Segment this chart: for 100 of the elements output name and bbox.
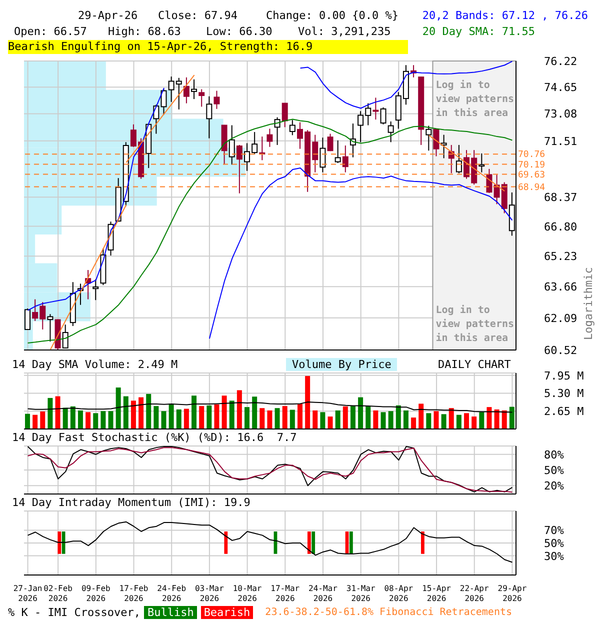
- bar: [486, 407, 492, 429]
- bar: [116, 388, 121, 429]
- bar: [206, 405, 212, 429]
- text: Change: 0.00 {0.0 %}: [266, 8, 398, 24]
- x-tick-label: 02-Feb 2026: [44, 584, 73, 603]
- bar: [70, 406, 76, 429]
- bar: [494, 409, 500, 429]
- y-tick-label: 50%: [544, 464, 564, 477]
- text: Close: 67.94: [158, 8, 238, 24]
- bar: [472, 416, 477, 429]
- bar: [154, 406, 159, 429]
- y-tick-label: 68.37: [544, 191, 578, 204]
- bar: [48, 398, 53, 429]
- candlestick: [456, 144, 462, 174]
- text: Vol: 3,291,235: [298, 24, 391, 40]
- y-tick-label: 70%: [544, 524, 564, 538]
- candlestick: [191, 78, 198, 100]
- bar: [100, 411, 106, 429]
- bar: [396, 405, 401, 429]
- bar: [168, 404, 174, 429]
- legend-title: % K - IMI Crossover,: [8, 606, 140, 618]
- bar: [184, 408, 189, 429]
- candlestick: [282, 102, 288, 128]
- bar: [130, 400, 136, 429]
- y-tick-label: 71.51: [544, 134, 578, 148]
- bar: [358, 397, 364, 429]
- y-tick-label: 20%: [544, 480, 564, 493]
- x-tick-label: 09-Feb 2026: [81, 584, 111, 603]
- bar: [146, 394, 152, 429]
- y-axis-title: Logarithmic: [582, 267, 595, 340]
- candlestick: [388, 120, 394, 143]
- bar: [441, 414, 446, 429]
- bar: [274, 408, 280, 429]
- candlestick: [236, 144, 242, 194]
- x-tick-label: 27-Jan 2026: [13, 584, 42, 603]
- text: 20 Day SMA: 71.55: [422, 24, 536, 40]
- text: DAILY CHART: [438, 358, 511, 371]
- bar: [252, 396, 258, 429]
- ref-line-label: 69.63: [518, 170, 546, 180]
- text: Volume By Price: [286, 358, 398, 371]
- bar: [418, 404, 424, 429]
- text: Bearish: [200, 606, 254, 618]
- bar: [320, 412, 326, 429]
- x-tick-label: 24-Mar 2026: [308, 584, 338, 603]
- ref-line-label: 70.76: [518, 150, 546, 160]
- bar: [123, 396, 128, 429]
- bar: [502, 410, 507, 429]
- candlestick: [206, 96, 212, 139]
- candlestick: [334, 140, 341, 164]
- x-tick-label: 10-Mar 2026: [232, 584, 262, 603]
- bar: [93, 413, 98, 429]
- candlestick: [214, 90, 220, 110]
- bar: [464, 413, 470, 429]
- bar: [426, 413, 432, 429]
- text: Bearish Engulfing on 15-Apr-26, Strength: 16.9: [8, 40, 408, 54]
- x-tick-label: 29-Apr 2026: [498, 584, 527, 603]
- ref-line-label: 68.94: [518, 182, 546, 193]
- bar: [342, 406, 348, 429]
- bar: [62, 408, 68, 429]
- bar: [350, 406, 356, 429]
- bar: [335, 410, 340, 429]
- y-tick-label: 63.66: [544, 280, 578, 294]
- y-tick-label: 60.52: [544, 344, 578, 357]
- bar: [373, 410, 378, 429]
- bar: [236, 390, 242, 429]
- x-tick-label: 31-Mar 2026: [346, 584, 376, 603]
- bar: [312, 410, 318, 429]
- bar: [260, 408, 265, 429]
- bar: [366, 406, 371, 429]
- bar: [244, 407, 250, 429]
- y-tick-label: 80%: [544, 448, 564, 462]
- bar: [282, 406, 288, 429]
- bar: [509, 406, 514, 429]
- y-tick-label: 76.22: [544, 55, 578, 68]
- bar: [297, 404, 302, 429]
- bar: [214, 404, 220, 429]
- bar: [161, 411, 166, 429]
- line-series: [27, 402, 513, 413]
- candlestick: [47, 314, 54, 342]
- candlestick: [228, 124, 235, 166]
- y-tick-label: 65.23: [544, 250, 578, 264]
- text: High: 68.63: [108, 24, 181, 40]
- bar: [176, 409, 182, 429]
- bar: [479, 412, 484, 429]
- candlestick: [320, 137, 326, 173]
- candlestick: [426, 125, 432, 152]
- candlestick: [372, 97, 379, 120]
- line-series: [27, 521, 513, 563]
- bar: [388, 411, 394, 429]
- x-tick-label: 15-Apr 2026: [422, 584, 452, 603]
- y-tick-label: 5.30 M: [544, 387, 584, 400]
- y-tick-label: 30%: [544, 550, 564, 563]
- x-tick-label: 03-Mar 2026: [194, 584, 224, 603]
- text: 20,2 Bands: 67.12 , 76.26: [422, 8, 588, 24]
- chart-title: 14 Day Fast Stochastic (%K) (%D): 16.6 7.7: [11, 431, 298, 444]
- bar: [456, 414, 462, 429]
- text: Open: 66.57: [14, 24, 87, 40]
- y-tick-label: 74.65: [544, 81, 578, 94]
- bar: [448, 408, 454, 429]
- bar: [328, 416, 333, 429]
